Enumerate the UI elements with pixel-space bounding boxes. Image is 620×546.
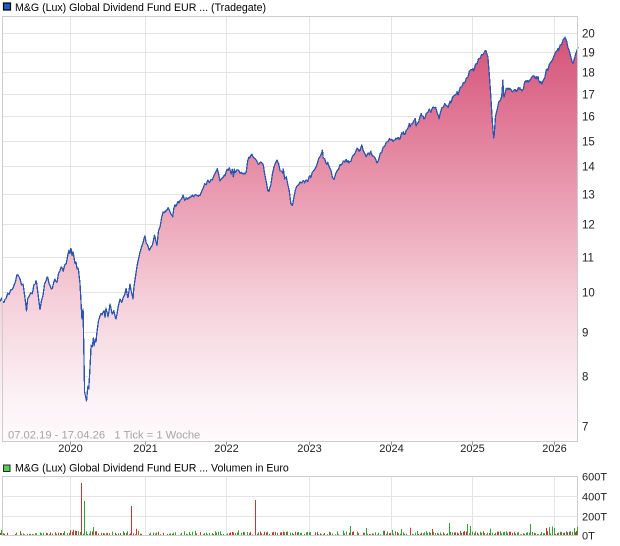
svg-text:20: 20	[582, 29, 595, 41]
svg-text:16: 16	[582, 112, 595, 124]
svg-text:2022: 2022	[214, 443, 238, 455]
svg-text:13: 13	[582, 190, 595, 202]
svg-text:200T: 200T	[582, 512, 607, 524]
svg-text:2020: 2020	[58, 443, 82, 455]
svg-text:2026: 2026	[542, 443, 566, 455]
svg-text:19: 19	[582, 48, 595, 60]
svg-text:10: 10	[582, 288, 595, 300]
svg-text:2025: 2025	[460, 443, 484, 455]
svg-text:07.02.19 - 17.04.26 1 Tick =: 07.02.19 - 17.04.26 1 Tick = 1 Woche	[8, 430, 200, 442]
svg-text:600T: 600T	[582, 472, 607, 484]
svg-text:11: 11	[582, 253, 594, 265]
svg-text:2021: 2021	[133, 443, 157, 455]
svg-text:7: 7	[582, 422, 588, 434]
svg-text:18: 18	[582, 68, 595, 80]
svg-text:14: 14	[582, 162, 595, 174]
svg-text:9: 9	[582, 328, 588, 340]
svg-text:12: 12	[582, 220, 595, 232]
svg-text:M&G (Lux) Global Dividend Fund: M&G (Lux) Global Dividend Fund EUR ... V…	[15, 463, 289, 475]
svg-text:0T: 0T	[582, 531, 595, 543]
svg-text:M&G (Lux) Global Dividend Fund: M&G (Lux) Global Dividend Fund EUR ... (…	[15, 2, 266, 14]
svg-text:2024: 2024	[379, 443, 403, 455]
svg-text:2023: 2023	[297, 443, 321, 455]
svg-text:8: 8	[582, 372, 588, 384]
svg-text:17: 17	[582, 90, 595, 102]
svg-text:400T: 400T	[582, 492, 607, 504]
svg-text:15: 15	[582, 137, 595, 149]
